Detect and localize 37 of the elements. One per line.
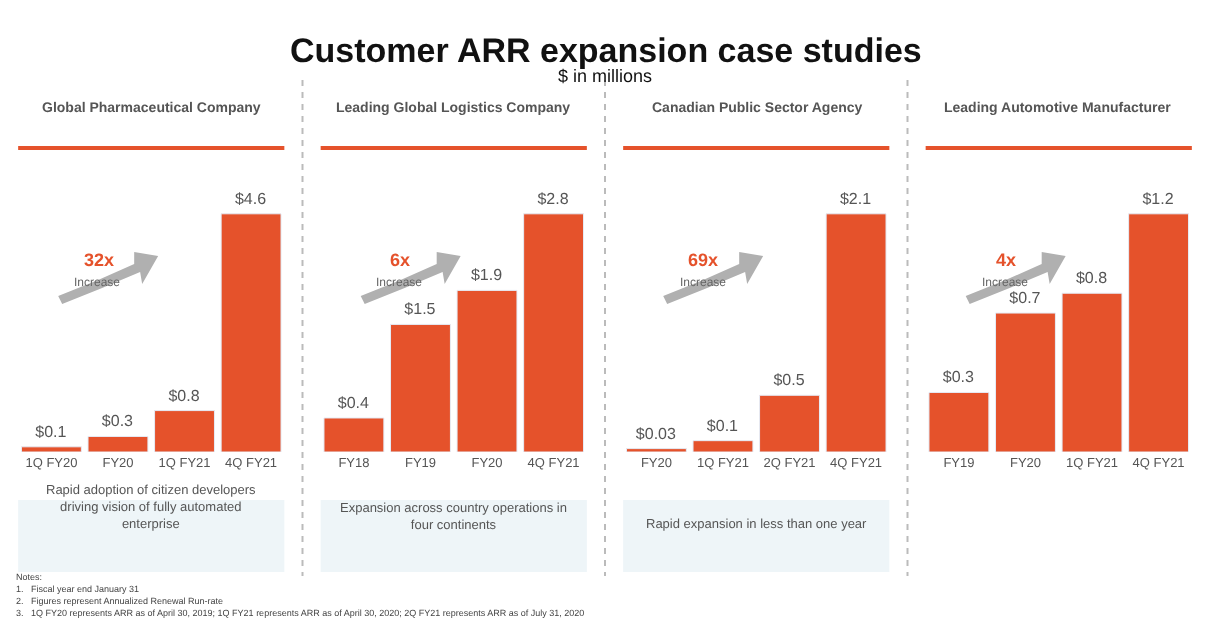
data-label: $0.8: [1075, 269, 1109, 288]
text: Customer ARR expansion case studies: [290, 32, 922, 70]
annotation: 4x: [996, 250, 1017, 270]
data-label: $2.8: [537, 189, 570, 208]
bar: [1061, 292, 1123, 452]
data-label: $1.9: [470, 266, 504, 285]
annotation: 32x: [84, 250, 115, 270]
bar: [692, 440, 754, 452]
bar: [1128, 213, 1190, 452]
bar: [154, 410, 215, 452]
data-label: $0.4: [337, 393, 371, 412]
data-label: $0.1: [35, 422, 68, 441]
data-label: $0.8: [168, 386, 201, 405]
bar: [523, 213, 585, 452]
data-label: $4.6: [234, 189, 268, 208]
data-label: $0.7: [1009, 289, 1042, 308]
annotation: 6x: [390, 250, 411, 270]
annotation: 69x: [688, 250, 719, 270]
bar: [20, 446, 82, 452]
data-label: $1.2: [1142, 189, 1175, 208]
bar: [928, 391, 990, 452]
bar: [825, 213, 887, 452]
text: $ in millions: [558, 66, 654, 86]
bar: [87, 435, 149, 452]
bar: [456, 289, 518, 452]
bar: [220, 213, 282, 452]
data-label: $0.5: [773, 371, 806, 390]
data-label: $0.3: [942, 368, 976, 387]
data-label: $0.1: [706, 416, 740, 435]
data-label: $2.1: [839, 189, 873, 208]
data-label: $0.03: [635, 424, 677, 443]
data-label: $0.3: [101, 412, 135, 431]
data-label: $1.5: [404, 300, 437, 319]
bar: [995, 312, 1056, 452]
bar: [323, 417, 385, 452]
bar: [390, 323, 451, 452]
bar: [759, 394, 820, 452]
